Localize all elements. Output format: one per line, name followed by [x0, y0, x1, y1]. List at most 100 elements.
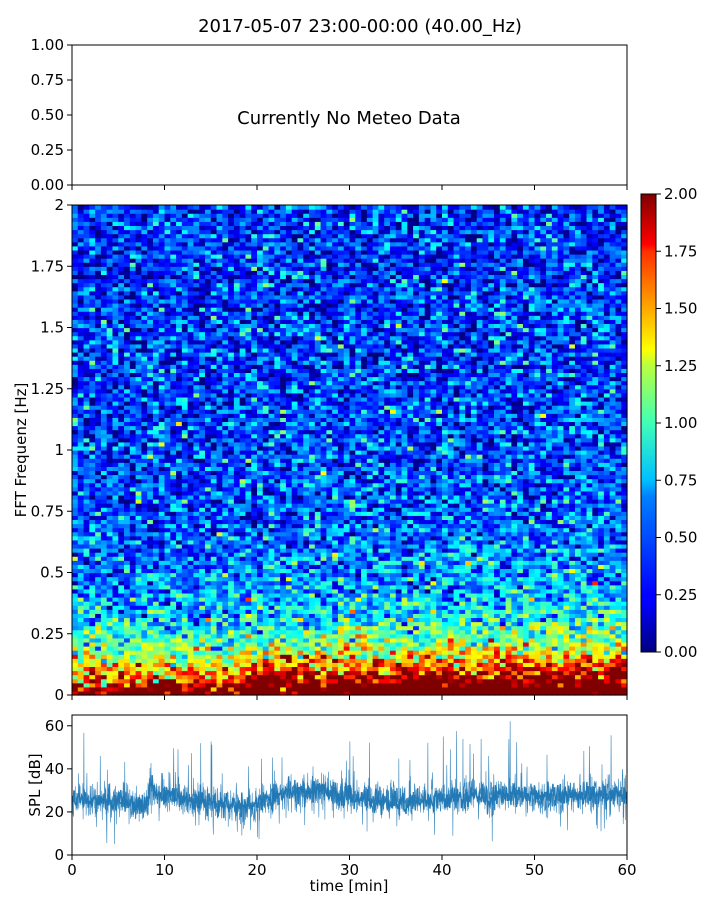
spectrogram-cell [280, 662, 287, 668]
spectrogram-cell [430, 686, 437, 692]
spectrogram-cell [222, 507, 229, 512]
spectrogram-cell [257, 482, 264, 488]
spectrogram-cell [482, 641, 489, 647]
spectrogram-cell [204, 617, 212, 623]
spectrogram-cell [141, 580, 148, 586]
spectrogram-cell [280, 670, 287, 676]
spectrogram-cell [176, 572, 183, 578]
spectrogram-cell [476, 637, 484, 643]
spectrogram-cell [395, 662, 403, 668]
spectrogram-cell [447, 556, 455, 561]
spectrogram-cell [233, 548, 241, 553]
spectrogram-cell [407, 539, 414, 545]
spectrogram-cell [222, 535, 229, 541]
spectrogram-cell [401, 678, 408, 684]
spectrogram-cell [210, 548, 218, 553]
spectrogram-cell [285, 490, 293, 496]
spectrogram-cell [309, 531, 316, 537]
spectrogram-cell [436, 654, 443, 659]
spectrogram-cell [239, 678, 247, 684]
spectrogram-cell [228, 690, 235, 696]
spectrogram-cell [511, 662, 518, 668]
spectrogram-cell [95, 548, 102, 553]
spectrogram-cell [465, 584, 472, 590]
spectrogram-cell [384, 539, 391, 545]
spectrogram-cell [355, 633, 362, 639]
spectrogram-cell [262, 539, 270, 545]
spectrogram-cell [320, 605, 327, 610]
spectrogram-cell [106, 548, 114, 553]
spectrogram-cell [609, 494, 617, 500]
spectrogram-cell [401, 670, 408, 676]
spectrogram-cell [546, 633, 553, 639]
spectrogram-cell [424, 658, 432, 663]
spectrogram-cell [141, 690, 148, 696]
spectrogram-cell [418, 564, 426, 570]
spectrogram-cell [580, 629, 588, 635]
spectrogram-cell [540, 499, 547, 504]
spectrogram-cell [89, 617, 96, 623]
spectrogram-cell [262, 670, 270, 676]
spectrogram-cell [546, 629, 553, 635]
spectrogram-cell [621, 690, 628, 696]
spectrogram-cell [204, 560, 212, 565]
spectrogram-cell [291, 588, 299, 594]
spectrogram-cell [615, 625, 622, 631]
spectrogram-cell [603, 658, 611, 663]
spectrogram-cell [95, 515, 102, 521]
spectrogram-cell [459, 531, 466, 537]
spectrogram-cell [528, 682, 536, 688]
spectrogram-cell [488, 686, 495, 692]
spectrogram-cell [442, 690, 449, 696]
spectrogram-cell [72, 633, 79, 639]
spectrogram-cell [517, 617, 524, 623]
spectrogram-cell [233, 515, 241, 521]
spectrogram-cell [118, 503, 125, 508]
spectrogram-cell [204, 609, 212, 614]
spectrogram-cell [332, 535, 339, 541]
spectrogram-cell [413, 613, 420, 619]
spectrogram-cell [95, 592, 102, 598]
spectrogram-cell [262, 523, 270, 529]
spectrogram-cell [193, 556, 200, 561]
spectrogram-cell [517, 625, 524, 631]
spectrogram-cell [488, 637, 495, 643]
spectrogram-cell [465, 515, 472, 521]
spectrogram-cell [586, 658, 593, 663]
spectrogram-cell [112, 637, 119, 643]
spectrogram-cell [557, 572, 565, 578]
spectrogram-cell [476, 580, 484, 586]
spectrogram-cell [499, 617, 507, 623]
spectrogram-cell [453, 511, 460, 516]
spectrogram-cell [366, 641, 374, 647]
spectrogram-cell [557, 625, 565, 631]
spectrogram-cell [147, 486, 154, 492]
spectrogram-cell [534, 662, 541, 668]
spectrogram-cell [337, 629, 345, 635]
spectrogram-cell [534, 650, 541, 655]
spectrogram-cell [280, 576, 287, 582]
spectrogram-cell [100, 654, 108, 659]
spectrogram-cell [152, 580, 160, 586]
spectrogram-cell [470, 605, 478, 610]
spectrogram-cell [135, 674, 142, 680]
spectrogram-cell [494, 613, 501, 619]
spectrogram-cell [332, 548, 339, 553]
spectrogram-cell [499, 556, 507, 561]
spectrogram-cell [204, 552, 212, 557]
spectrogram-cell [222, 678, 229, 684]
spectrogram-cell [505, 592, 512, 598]
spectrogram-cell [147, 580, 154, 586]
spectrogram-cell [100, 515, 108, 521]
spectrogram-cell [152, 576, 160, 582]
spectrogram-cell [517, 580, 524, 586]
spectrogram-cell [245, 666, 252, 672]
spectrogram-cell [199, 678, 206, 684]
spectrogram-cell [424, 637, 432, 643]
spectrogram-cell [522, 658, 530, 663]
spectrogram-cell [337, 658, 345, 663]
spectrogram-cell [176, 556, 183, 561]
spectrogram-cell [147, 629, 154, 635]
spectrogram-cell [164, 548, 171, 553]
spectrogram-cell [470, 641, 478, 647]
